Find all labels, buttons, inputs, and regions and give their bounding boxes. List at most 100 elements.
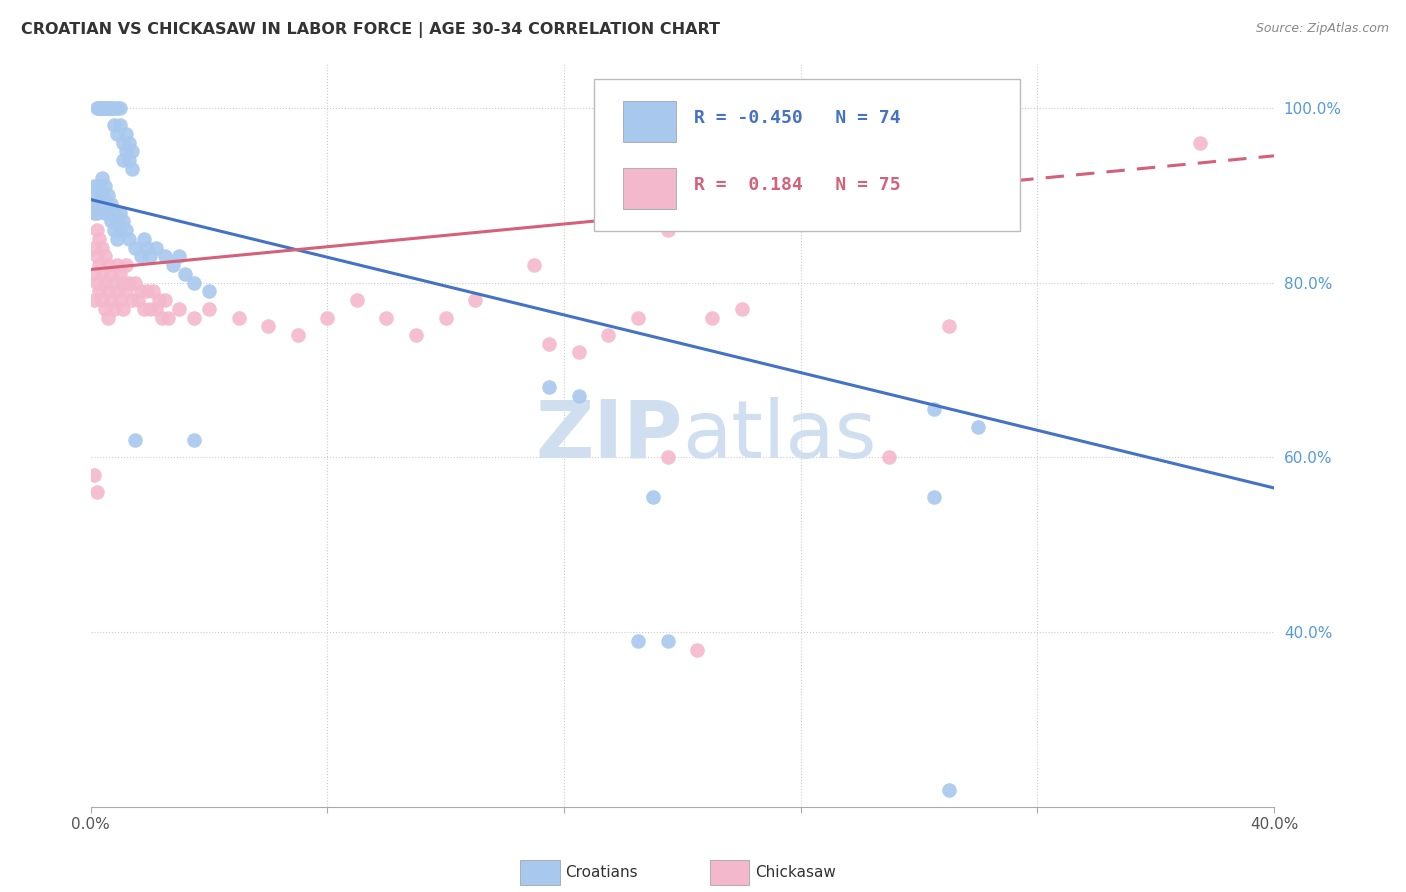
Point [257,319,280,334]
Point [657,223,679,237]
Point [112,276,135,290]
Point [91,241,114,255]
Point [83,179,105,194]
Point [89,232,111,246]
Point [91,267,114,281]
Text: CROATIAN VS CHICKASAW IN LABOR FORCE | AGE 30-34 CORRELATION CHART: CROATIAN VS CHICKASAW IN LABOR FORCE | A… [21,22,720,38]
Point [132,301,155,316]
Point [94,101,117,115]
Point [700,310,723,325]
Point [103,223,125,237]
Point [83,293,105,307]
Point [97,101,120,115]
Point [523,258,546,272]
Point [346,293,368,307]
Point [148,293,170,307]
Point [121,293,143,307]
Point [83,197,105,211]
Point [108,118,131,132]
Point [91,293,114,307]
Point [316,310,339,325]
Point [671,205,693,219]
Point [94,101,117,115]
Point [938,782,960,797]
Point [91,188,114,202]
Point [89,258,111,272]
Point [89,179,111,194]
Text: ZIP: ZIP [536,397,682,475]
Point [568,389,591,403]
Point [86,205,108,219]
FancyBboxPatch shape [593,78,1019,231]
Point [150,310,173,325]
Point [94,276,117,290]
Point [135,285,157,299]
Point [118,153,141,168]
Point [598,328,620,343]
Point [145,241,167,255]
Point [627,634,650,648]
Point [115,145,138,159]
Point [94,205,117,219]
Point [100,214,122,228]
Point [86,485,108,500]
Point [375,310,398,325]
Point [94,301,117,316]
Point [139,301,162,316]
Point [100,101,122,115]
Point [145,301,167,316]
Point [97,258,120,272]
Point [108,223,131,237]
Text: atlas: atlas [682,397,877,475]
Point [538,336,561,351]
Point [1189,136,1212,150]
Point [129,249,152,263]
Point [657,634,679,648]
Point [156,310,179,325]
Point [105,101,128,115]
Point [627,310,650,325]
Point [121,161,143,176]
Point [118,136,141,150]
Point [86,101,108,115]
Point [124,276,146,290]
Point [89,197,111,211]
Point [115,127,138,141]
Point [169,249,191,263]
Point [124,241,146,255]
Point [118,276,141,290]
Point [105,285,128,299]
Point [730,301,752,316]
Point [105,214,128,228]
Point [405,328,427,343]
Point [94,249,117,263]
Point [83,205,105,219]
Point [127,293,149,307]
Point [568,345,591,359]
Point [103,118,125,132]
Point [228,310,250,325]
Point [938,319,960,334]
Point [112,301,135,316]
Point [538,380,561,394]
Point [287,328,309,343]
Point [86,188,108,202]
Point [118,232,141,246]
Point [108,267,131,281]
Point [89,101,111,115]
Point [153,293,176,307]
Point [108,205,131,219]
Point [153,249,176,263]
Point [169,301,191,316]
Point [105,127,128,141]
Point [86,223,108,237]
Point [922,490,945,504]
Point [132,232,155,246]
Point [183,433,205,447]
Point [879,450,901,465]
Point [162,258,184,272]
Point [686,642,709,657]
Text: R = -0.450   N = 74: R = -0.450 N = 74 [695,110,901,128]
Point [112,214,135,228]
Point [83,267,105,281]
